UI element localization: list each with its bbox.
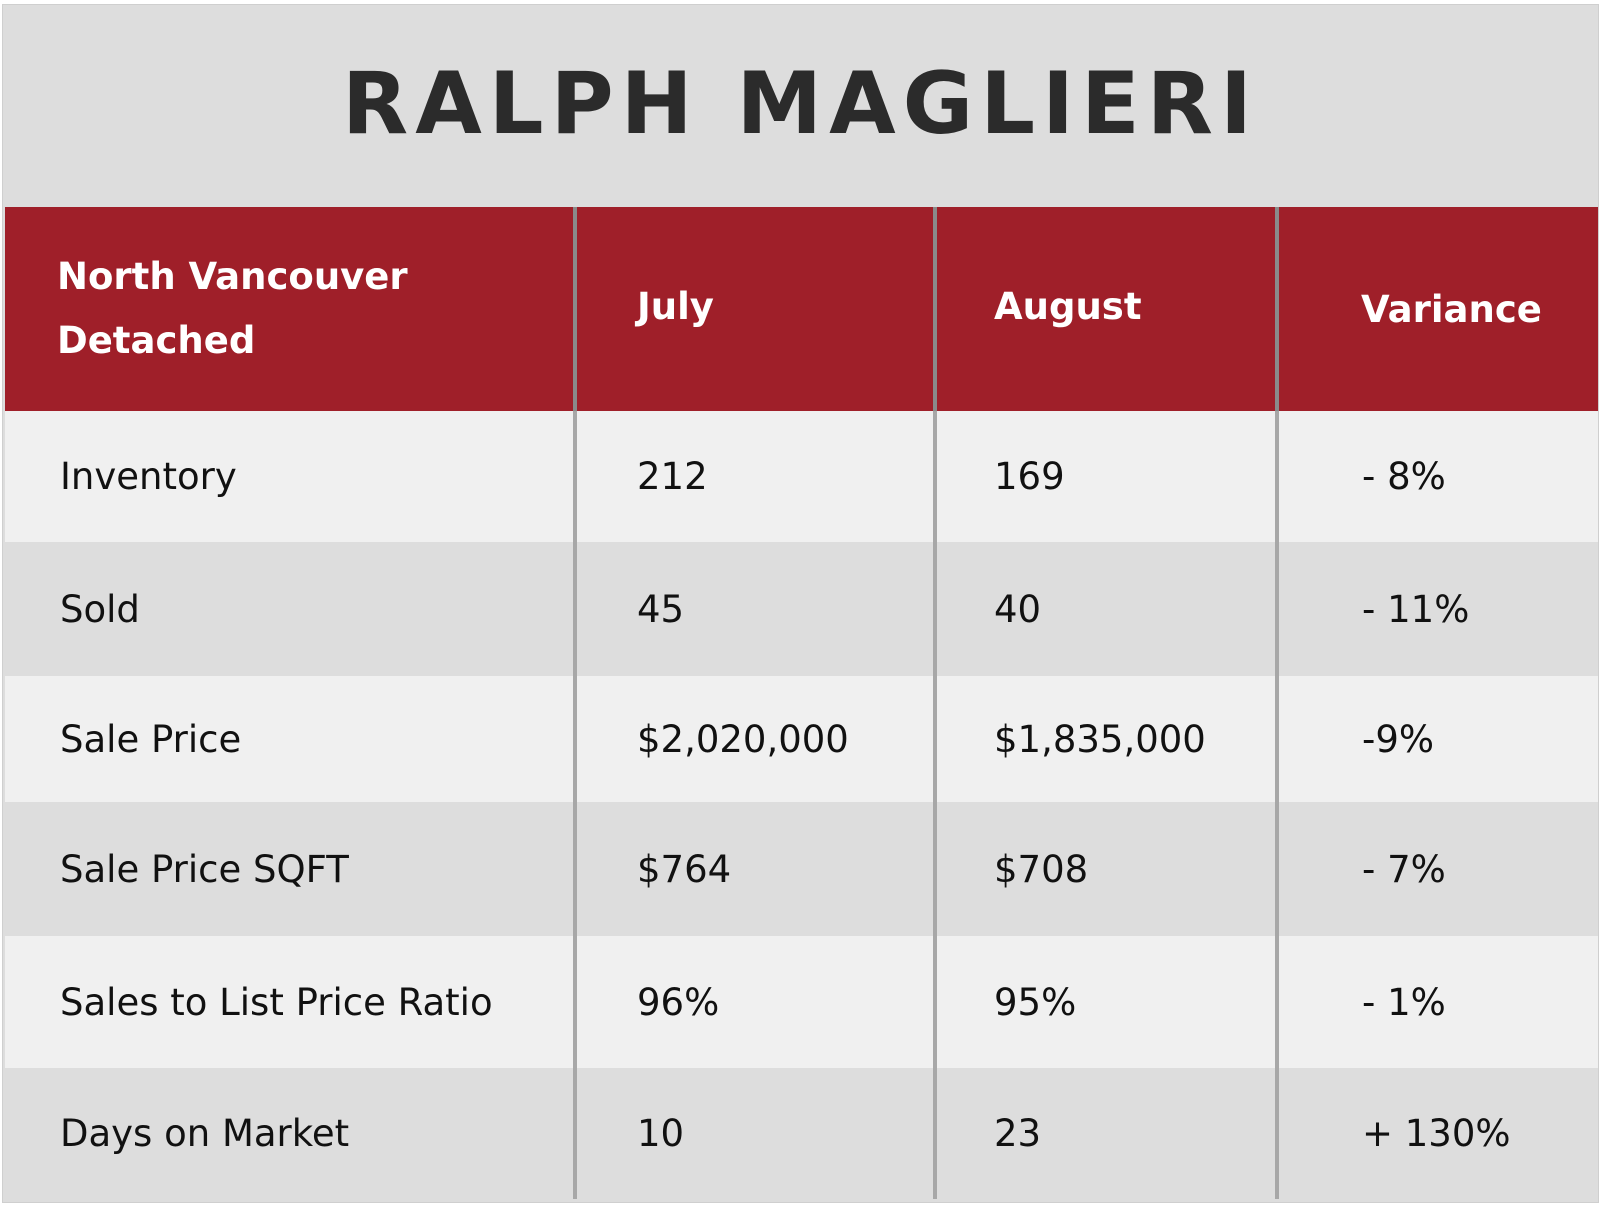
table-row-days-on-market: Days on Market 10 23 + 130% (5, 1068, 1598, 1199)
table-row-sale-price: Sale Price $2,020,000 $1,835,000 -9% (5, 676, 1598, 802)
august-value: $1,835,000 (933, 676, 1275, 802)
market-report-card: RALPH MAGLIERI North Vancouver Detached … (2, 4, 1599, 1203)
variance-value: - 1% (1275, 936, 1598, 1068)
row-label: Sale Price (5, 676, 573, 802)
august-value: 95% (933, 936, 1275, 1068)
august-value: 40 (933, 542, 1275, 676)
august-value: $708 (933, 802, 1275, 936)
august-value: 23 (933, 1068, 1275, 1199)
header-august: August (933, 207, 1275, 411)
table-row-sales-to-list-ratio: Sales to List Price Ratio 96% 95% - 1% (5, 936, 1598, 1068)
variance-value: - 7% (1275, 802, 1598, 936)
header-variance: Variance (1275, 207, 1598, 411)
variance-value: + 130% (1275, 1068, 1598, 1199)
july-value: 45 (573, 542, 933, 676)
row-label: Inventory (5, 411, 573, 542)
row-label: Days on Market (5, 1068, 573, 1199)
variance-value: - 8% (1275, 411, 1598, 542)
july-value: 212 (573, 411, 933, 542)
table-row-sale-price-sqft: Sale Price SQFT $764 $708 - 7% (5, 802, 1598, 936)
table-header-row: North Vancouver Detached July August Var… (5, 207, 1598, 411)
row-label: Sales to List Price Ratio (5, 936, 573, 1068)
header-region: North Vancouver Detached (5, 207, 573, 411)
august-value: 169 (933, 411, 1275, 542)
header-july: July (573, 207, 933, 411)
july-value: 96% (573, 936, 933, 1068)
july-value: $764 (573, 802, 933, 936)
header-region-line2: Detached (57, 319, 256, 362)
page-title: RALPH MAGLIERI (341, 54, 1259, 154)
row-label: Sold (5, 542, 573, 676)
variance-value: - 11% (1275, 542, 1598, 676)
market-stats-table: North Vancouver Detached July August Var… (5, 207, 1598, 1199)
variance-value: -9% (1275, 676, 1598, 802)
july-value: $2,020,000 (573, 676, 933, 802)
table-row-inventory: Inventory 212 169 - 8% (5, 411, 1598, 542)
header-region-line1: North Vancouver (57, 255, 408, 298)
row-label: Sale Price SQFT (5, 802, 573, 936)
table-row-sold: Sold 45 40 - 11% (5, 542, 1598, 676)
july-value: 10 (573, 1068, 933, 1199)
